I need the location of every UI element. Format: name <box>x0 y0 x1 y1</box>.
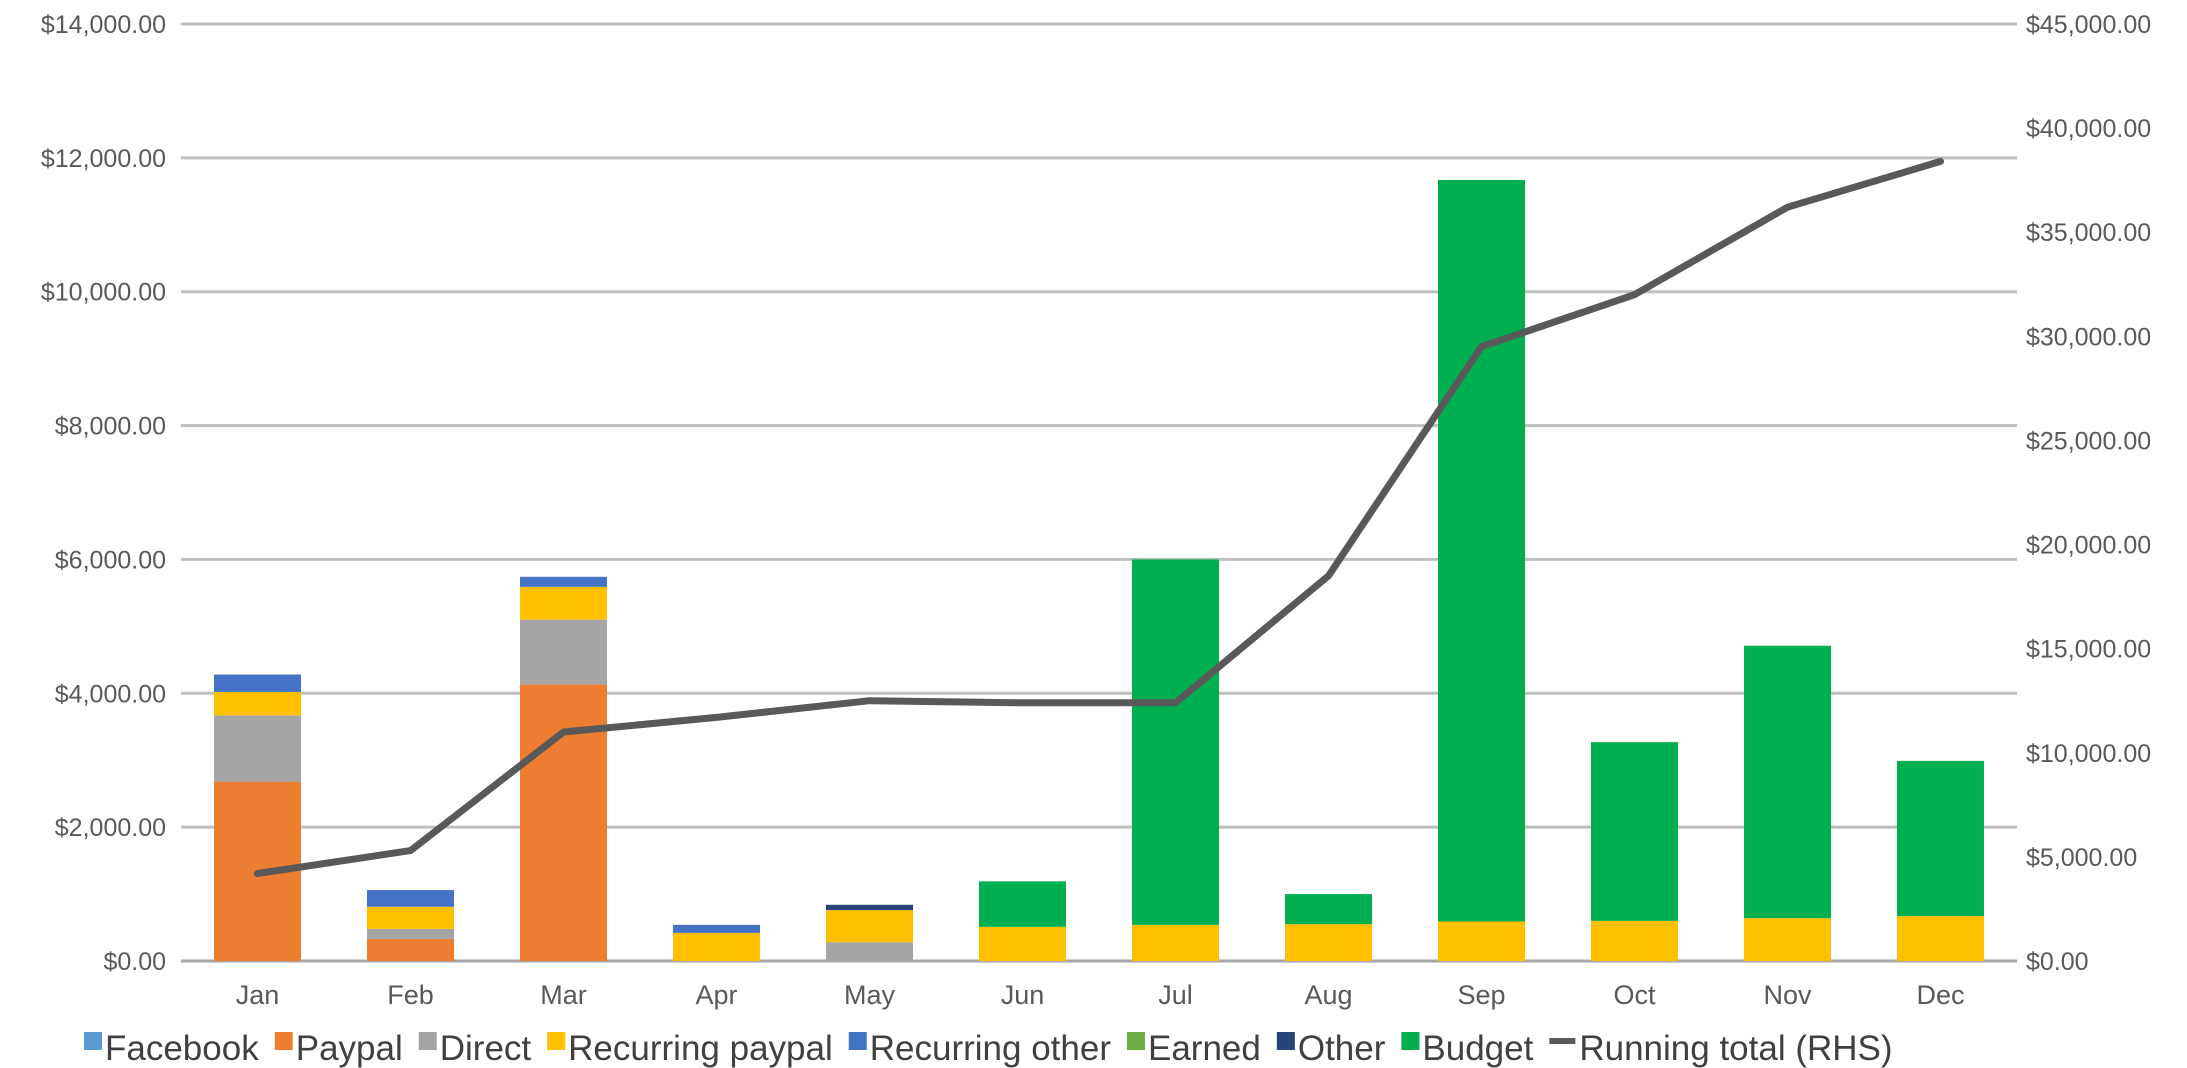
left-tick-label: $14,000.00 <box>41 11 166 39</box>
legend-item[interactable]: Budget <box>1401 1029 1534 1068</box>
left-tick-label: $4,000.00 <box>55 680 166 708</box>
legend-label: Direct <box>440 1029 532 1068</box>
category-label: Mar <box>540 980 587 1010</box>
bar-segment <box>1897 916 1984 961</box>
bar-segment <box>979 881 1066 927</box>
legend[interactable]: Facebook Paypal Direct Recurring paypal Recu… <box>84 1029 1893 1068</box>
legend-item[interactable]: Direct <box>418 1029 532 1068</box>
bar-segment <box>1132 559 1219 925</box>
category-label: Jun <box>1001 980 1045 1010</box>
legend-swatch <box>1401 1032 1420 1050</box>
bar-segment <box>826 910 913 943</box>
legend-swatch <box>1126 1032 1145 1050</box>
legend-item[interactable]: Earned <box>1126 1029 1261 1068</box>
legend-swatch <box>84 1032 102 1050</box>
bar-segment <box>826 942 913 961</box>
bar-segment <box>979 926 1066 961</box>
right-tick-label: $20,000.00 <box>2026 532 2151 560</box>
gridlines <box>181 22 2017 963</box>
category-label: Jul <box>1158 980 1193 1010</box>
legend-item[interactable]: Recurring other <box>848 1029 1112 1068</box>
category-label: Aug <box>1304 980 1352 1010</box>
bar-segment <box>673 924 760 933</box>
left-tick-label: $6,000.00 <box>55 546 166 574</box>
left-tick-label: $12,000.00 <box>41 145 166 173</box>
legend-item[interactable]: Running total (RHS) <box>1549 1029 1893 1068</box>
legend-swatch <box>1276 1032 1295 1050</box>
left-tick-label: $0.00 <box>103 948 166 976</box>
legend-label: Earned <box>1148 1029 1261 1068</box>
legend-item[interactable]: Recurring paypal <box>547 1029 833 1068</box>
running-total-line-path <box>254 157 1944 877</box>
legend-label: Recurring other <box>870 1029 1112 1068</box>
right-tick-label: $15,000.00 <box>2026 636 2151 664</box>
right-tick-label: $45,000.00 <box>2026 11 2151 39</box>
legend-item[interactable]: Paypal <box>274 1029 403 1068</box>
legend-label: Running total (RHS) <box>1579 1029 1892 1068</box>
left-axis-ticks: $0.00 $2,000.00 $4,000.00 $6,000.00 $8,000.0… <box>41 11 166 976</box>
bar-segment <box>1591 920 1678 961</box>
category-labels: Jan Feb Mar Apr May Jun Jul Aug Sep Oct Nov Dec <box>236 980 1965 1010</box>
category-label: Oct <box>1613 980 1656 1010</box>
legend-line-swatch <box>1549 1038 1576 1044</box>
bar-segment <box>1744 918 1831 961</box>
bar-segment <box>367 928 454 939</box>
legend-swatch <box>547 1032 566 1050</box>
bar-segment <box>1285 924 1372 961</box>
legend-label: Budget <box>1422 1029 1533 1068</box>
bar-segment <box>1285 894 1372 925</box>
bar-segment <box>520 619 607 685</box>
bar-segment <box>1438 179 1525 922</box>
bar-series <box>214 179 1984 961</box>
right-axis-ticks: $0.00 $5,000.00 $10,000.00 $15,000.00 $20,00… <box>2026 11 2151 976</box>
left-tick-label: $2,000.00 <box>55 814 166 842</box>
right-tick-label: $30,000.00 <box>2026 323 2151 351</box>
left-tick-label: $10,000.00 <box>41 279 166 307</box>
bar-segment <box>214 674 301 692</box>
legend-swatch <box>418 1032 437 1050</box>
bar-segment <box>1744 645 1831 919</box>
bar-segment <box>367 906 454 929</box>
legend-label: Facebook <box>105 1029 259 1068</box>
right-tick-label: $25,000.00 <box>2026 427 2151 455</box>
bar-segment <box>367 938 454 961</box>
legend-swatch <box>848 1032 867 1050</box>
bar-segment <box>673 932 760 961</box>
left-tick-label: $8,000.00 <box>55 413 166 441</box>
right-tick-label: $5,000.00 <box>2026 844 2137 872</box>
bar-segment <box>214 691 301 716</box>
bar-segment <box>1132 924 1219 961</box>
bar-segment <box>1591 742 1678 921</box>
legend-label: Paypal <box>296 1029 403 1068</box>
bar-segment <box>214 715 301 782</box>
legend-label: Other <box>1298 1029 1386 1068</box>
category-label: Jan <box>236 980 280 1010</box>
legend-item[interactable]: Facebook <box>84 1029 259 1068</box>
legend-label: Recurring paypal <box>568 1029 833 1068</box>
legend-swatch <box>274 1032 293 1050</box>
category-label: May <box>844 980 896 1010</box>
category-label: Sep <box>1457 980 1505 1010</box>
right-tick-label: $35,000.00 <box>2026 219 2151 247</box>
category-label: Apr <box>695 980 737 1010</box>
bar-segment <box>520 586 607 620</box>
bar-segment <box>520 576 607 587</box>
category-label: Dec <box>1916 980 1964 1010</box>
right-tick-label: $0.00 <box>2026 948 2089 976</box>
bar-segment <box>367 890 454 907</box>
right-tick-label: $40,000.00 <box>2026 115 2151 143</box>
right-tick-label: $10,000.00 <box>2026 740 2151 768</box>
category-label: Nov <box>1763 980 1812 1010</box>
bar-segment <box>1438 921 1525 961</box>
category-label: Feb <box>387 980 434 1010</box>
bar-segment <box>1897 760 1984 917</box>
legend-item[interactable]: Other <box>1276 1029 1386 1068</box>
bar-segment <box>826 904 913 911</box>
running-total-line <box>254 157 1944 877</box>
